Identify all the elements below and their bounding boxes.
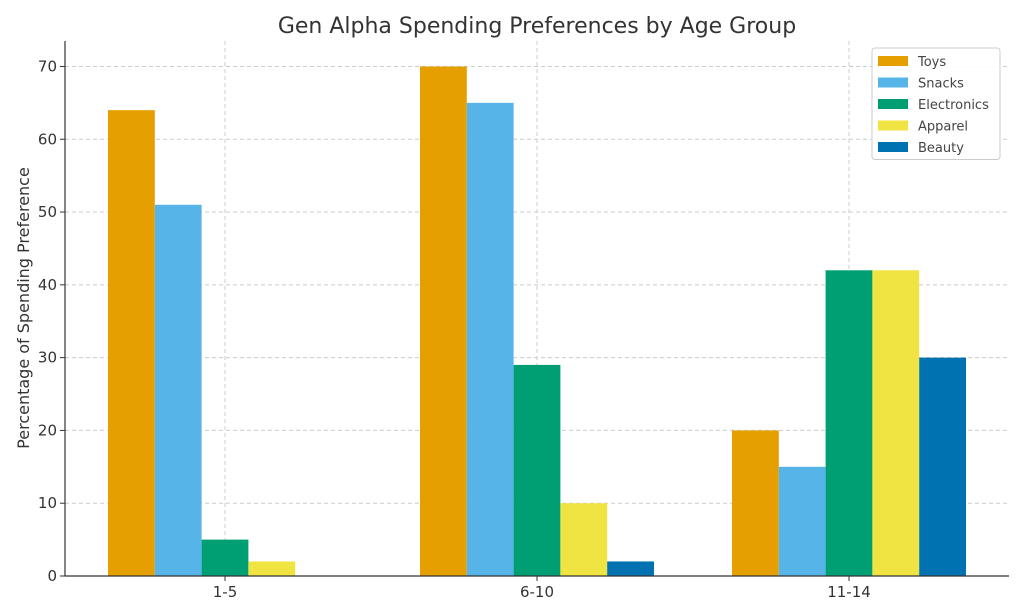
y-tick-label: 0 — [47, 567, 57, 585]
y-axis-label: Percentage of Spending Preference — [14, 167, 33, 449]
y-tick-label: 20 — [38, 421, 57, 439]
y-tick-label: 50 — [38, 203, 57, 221]
y-tick-label: 70 — [38, 57, 57, 75]
legend: Toys Snacks Electronics Apparel Beauty — [871, 47, 1001, 160]
x-tick-label: 11-14 — [827, 583, 871, 601]
bars — [108, 66, 966, 576]
legend-label-snacks: Snacks — [918, 77, 964, 92]
y-tick-label: 30 — [38, 349, 57, 367]
chart-title: Gen Alpha Spending Preferences by Age Gr… — [278, 14, 796, 39]
legend-label-beauty: Beauty — [918, 141, 964, 156]
x-tick-label: 1-5 — [213, 583, 238, 601]
bar-electronics-11-14 — [825, 270, 873, 576]
y-tick-label: 10 — [38, 494, 57, 512]
bar-apparel-11-14 — [872, 270, 920, 576]
legend-label-apparel: Apparel — [918, 120, 968, 135]
y-tick-label: 60 — [38, 130, 57, 148]
legend-swatch-snacks — [878, 77, 908, 88]
bar-beauty-11-14 — [919, 357, 966, 576]
x-tick-label: 6-10 — [520, 583, 554, 601]
bar-electronics-6-10 — [513, 364, 561, 576]
bar-snacks-11-14 — [778, 466, 826, 576]
tick-labels: 0 10 20 30 40 50 60 70 1-5 6-10 11-14 — [38, 57, 871, 601]
bar-toys-6-10 — [420, 66, 467, 576]
legend-box — [871, 47, 1001, 160]
bar-snacks-1-5 — [154, 204, 202, 576]
bar-electronics-1-5 — [201, 539, 249, 576]
bar-apparel-1-5 — [248, 561, 296, 576]
legend-label-toys: Toys — [917, 55, 946, 70]
bar-snacks-6-10 — [466, 102, 514, 576]
legend-swatch-electronics — [878, 99, 908, 109]
y-tick-label: 40 — [38, 276, 57, 294]
bar-toys-1-5 — [108, 110, 155, 576]
legend-label-electronics: Electronics — [918, 98, 989, 113]
legend-swatch-toys — [878, 56, 908, 66]
axes — [60, 41, 1009, 581]
bar-toys-11-14 — [732, 430, 779, 576]
bar-beauty-6-10 — [607, 561, 654, 576]
legend-swatch-beauty — [878, 142, 908, 152]
bar-apparel-6-10 — [560, 503, 608, 576]
legend-swatch-apparel — [878, 120, 908, 131]
